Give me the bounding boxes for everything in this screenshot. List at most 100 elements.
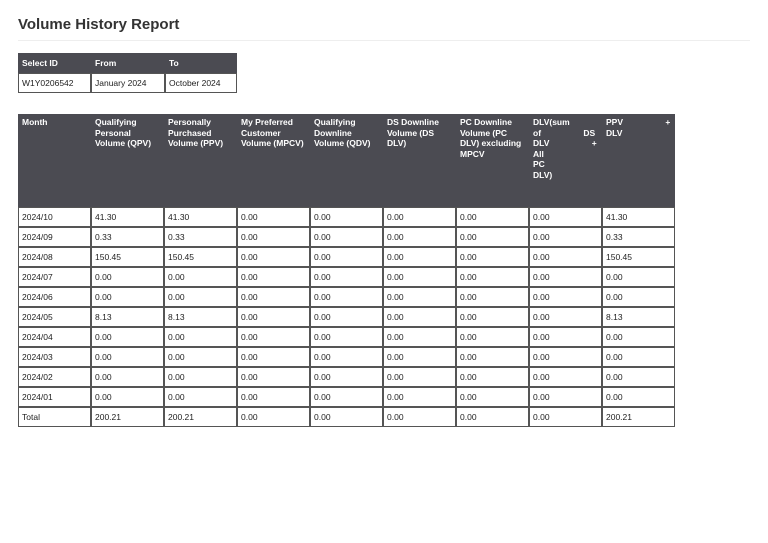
cell: 0.00 xyxy=(164,387,237,407)
cell: 0.00 xyxy=(383,267,456,287)
cell: 0.00 xyxy=(529,387,602,407)
cell: 0.00 xyxy=(456,287,529,307)
cell: 0.00 xyxy=(383,287,456,307)
cell: 0.00 xyxy=(310,207,383,227)
cell: 2024/09 xyxy=(18,227,91,247)
header-cell: Personally Purchased Volume (PPV) xyxy=(164,114,237,207)
cell: Total xyxy=(18,407,91,427)
header-cell: From xyxy=(91,53,165,73)
row: 2024/02 0.00 0.00 0.00 0.00 0.00 0.00 0.00 0.00 xyxy=(18,367,675,387)
row: 2024/09 0.33 0.33 0.00 0.00 0.00 0.00 0.00 0.33 xyxy=(18,227,675,247)
cell: October 2024 xyxy=(165,73,237,93)
cell: 0.00 xyxy=(237,387,310,407)
cell: 0.00 xyxy=(529,227,602,247)
row: 2024/01 0.00 0.00 0.00 0.00 0.00 0.00 0.00 0.00 xyxy=(18,387,675,407)
row: 2024/03 0.00 0.00 0.00 0.00 0.00 0.00 0.00 0.00 xyxy=(18,347,675,367)
cell: 0.00 xyxy=(456,367,529,387)
cell: 2024/07 xyxy=(18,267,91,287)
header-cell: Qualifying Personal Volume (QPV) xyxy=(91,114,164,207)
header-cell: PC Downline Volume (PC DLV) excluding MP… xyxy=(456,114,529,207)
cell: 0.00 xyxy=(310,267,383,287)
cell: 41.30 xyxy=(164,207,237,227)
cell: 0.00 xyxy=(383,307,456,327)
cell: 0.00 xyxy=(529,287,602,307)
report-title: Volume History Report xyxy=(18,16,180,33)
cell: 0.00 xyxy=(602,347,675,367)
cell: 0.00 xyxy=(310,367,383,387)
cell: 0.00 xyxy=(456,387,529,407)
cell: 0.00 xyxy=(456,227,529,247)
cell: 2024/04 xyxy=(18,327,91,347)
cell: 150.45 xyxy=(91,247,164,267)
cell: W1Y0206542 xyxy=(18,73,91,93)
cell: 150.45 xyxy=(602,247,675,267)
header-cell: DLV(sum of DS DLV + All PC DLV) xyxy=(529,114,602,207)
row: W1Y0206542 January 2024 October 2024 xyxy=(18,73,237,93)
cell: 0.00 xyxy=(456,327,529,347)
cell: 0.00 xyxy=(91,367,164,387)
cell: 0.00 xyxy=(237,247,310,267)
cell: 0.00 xyxy=(310,307,383,327)
cell: 200.21 xyxy=(602,407,675,427)
cell: 0.00 xyxy=(310,287,383,307)
header-cell: Select ID xyxy=(18,53,91,73)
cell: 0.00 xyxy=(164,287,237,307)
cell: 0.00 xyxy=(529,327,602,347)
cell: 0.00 xyxy=(237,307,310,327)
cell: 0.00 xyxy=(529,207,602,227)
cell: 0.00 xyxy=(456,407,529,427)
cell: 0.00 xyxy=(164,347,237,367)
header-row: Select ID From To xyxy=(18,53,237,73)
cell: 0.00 xyxy=(91,327,164,347)
cell: 0.00 xyxy=(602,367,675,387)
cell: 0.00 xyxy=(529,247,602,267)
cell: January 2024 xyxy=(91,73,165,93)
cell: 0.00 xyxy=(91,387,164,407)
cell: 0.00 xyxy=(456,247,529,267)
cell: 150.45 xyxy=(164,247,237,267)
cell: 0.00 xyxy=(91,267,164,287)
cell: 0.00 xyxy=(91,347,164,367)
cell: 200.21 xyxy=(91,407,164,427)
cell: 0.33 xyxy=(91,227,164,247)
cell: 0.00 xyxy=(164,367,237,387)
cell: 2024/02 xyxy=(18,367,91,387)
cell: 8.13 xyxy=(91,307,164,327)
cell: 2024/03 xyxy=(18,347,91,367)
cell: 41.30 xyxy=(602,207,675,227)
row: 2024/04 0.00 0.00 0.00 0.00 0.00 0.00 0.00 0.00 xyxy=(18,327,675,347)
cell: 0.00 xyxy=(383,207,456,227)
cell: 0.00 xyxy=(237,327,310,347)
cell: 2024/01 xyxy=(18,387,91,407)
cell: 0.00 xyxy=(383,407,456,427)
cell: 0.00 xyxy=(237,227,310,247)
header-cell: Month xyxy=(18,114,91,207)
cell: 0.33 xyxy=(602,227,675,247)
cell: 0.00 xyxy=(602,327,675,347)
cell: 0.00 xyxy=(91,287,164,307)
row: 2024/07 0.00 0.00 0.00 0.00 0.00 0.00 0.00 0.00 xyxy=(18,267,675,287)
cell: 0.00 xyxy=(237,367,310,387)
header-cell: Qualifying Downline Volume (QDV) xyxy=(310,114,383,207)
row: Total 200.21 200.21 0.00 0.00 0.00 0.00 0.00 200… xyxy=(18,407,675,427)
cell: 0.00 xyxy=(383,367,456,387)
cell: 0.00 xyxy=(310,227,383,247)
header-cell: To xyxy=(165,53,237,73)
cell: 0.00 xyxy=(383,227,456,247)
cell: 0.00 xyxy=(383,247,456,267)
cell: 0.00 xyxy=(456,307,529,327)
cell: 8.13 xyxy=(602,307,675,327)
cell: 0.00 xyxy=(310,347,383,367)
cell: 0.00 xyxy=(456,267,529,287)
cell: 0.00 xyxy=(237,407,310,427)
cell: 2024/05 xyxy=(18,307,91,327)
cell: 0.00 xyxy=(164,327,237,347)
cell: 0.00 xyxy=(383,347,456,367)
header-cell: DS Downline Volume (DS DLV) xyxy=(383,114,456,207)
cell: 0.00 xyxy=(602,267,675,287)
cell: 0.00 xyxy=(529,347,602,367)
row: 2024/05 8.13 8.13 0.00 0.00 0.00 0.00 0.00 8.13 xyxy=(18,307,675,327)
cell: 41.30 xyxy=(91,207,164,227)
cell: 0.00 xyxy=(383,327,456,347)
header-row: Month Qualifying Personal Volume (QPV) Per… xyxy=(18,114,675,207)
